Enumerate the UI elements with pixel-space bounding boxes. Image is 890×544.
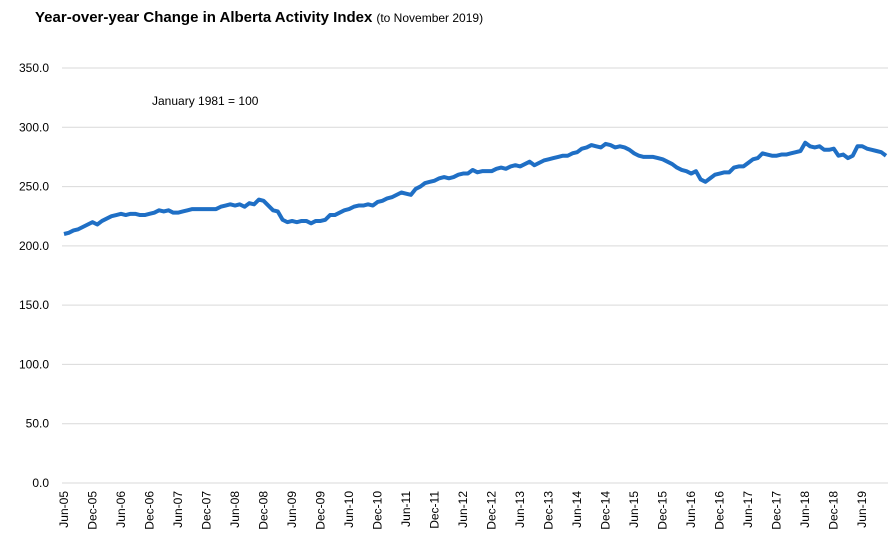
y-tick-label: 250.0 [19, 180, 49, 194]
x-tick-label: Jun-06 [114, 491, 128, 528]
x-tick-label: Jun-17 [741, 491, 755, 528]
x-tick-label: Jun-16 [684, 491, 698, 528]
x-tick-label: Jun-09 [285, 491, 299, 528]
y-tick-label: 300.0 [19, 120, 49, 134]
x-tick-label: Dec-12 [485, 491, 499, 530]
x-tick-label: Dec-17 [770, 491, 784, 530]
x-tick-label: Dec-08 [257, 491, 271, 530]
x-tick-label: Jun-10 [342, 491, 356, 528]
x-tick-label: Jun-18 [798, 491, 812, 528]
x-tick-label: Jun-07 [171, 491, 185, 528]
x-tick-label: Dec-18 [827, 491, 841, 530]
x-tick-label: Jun-05 [57, 491, 71, 528]
y-tick-label: 0.0 [32, 476, 49, 490]
x-tick-label: Dec-16 [713, 491, 727, 530]
x-tick-label: Jun-13 [513, 491, 527, 528]
x-tick-label: Dec-15 [656, 491, 670, 530]
x-tick-label: Dec-05 [86, 491, 100, 530]
x-tick-label: Dec-14 [599, 491, 613, 530]
data-line [63, 140, 888, 236]
chart-subtitle: (to November 2019) [376, 11, 483, 25]
y-tick-label: 200.0 [19, 239, 49, 253]
x-tick-label: Dec-10 [371, 491, 385, 530]
x-tick-label: Jun-12 [456, 491, 470, 528]
x-tick-label: Jun-08 [228, 491, 242, 528]
x-tick-label: Jun-11 [399, 491, 413, 527]
x-tick-label: Jun-15 [627, 491, 641, 528]
chart-title: Year-over-year Change in Alberta Activit… [35, 9, 373, 26]
x-tick-label: Jun-14 [570, 491, 584, 528]
y-tick-label: 150.0 [19, 298, 49, 312]
y-tick-label: 350.0 [19, 61, 49, 75]
annotation: January 1981 = 100 [152, 94, 259, 108]
x-tick-label: Jun-19 [855, 491, 869, 528]
y-tick-label: 50.0 [26, 417, 50, 431]
x-tick-label: Dec-09 [314, 491, 328, 530]
x-tick-label: Dec-13 [542, 491, 556, 530]
y-tick-label: 100.0 [19, 357, 49, 371]
x-tick-label: Dec-06 [143, 491, 157, 530]
x-tick-label: Dec-07 [200, 491, 214, 530]
x-tick-label: Dec-11 [428, 491, 442, 529]
